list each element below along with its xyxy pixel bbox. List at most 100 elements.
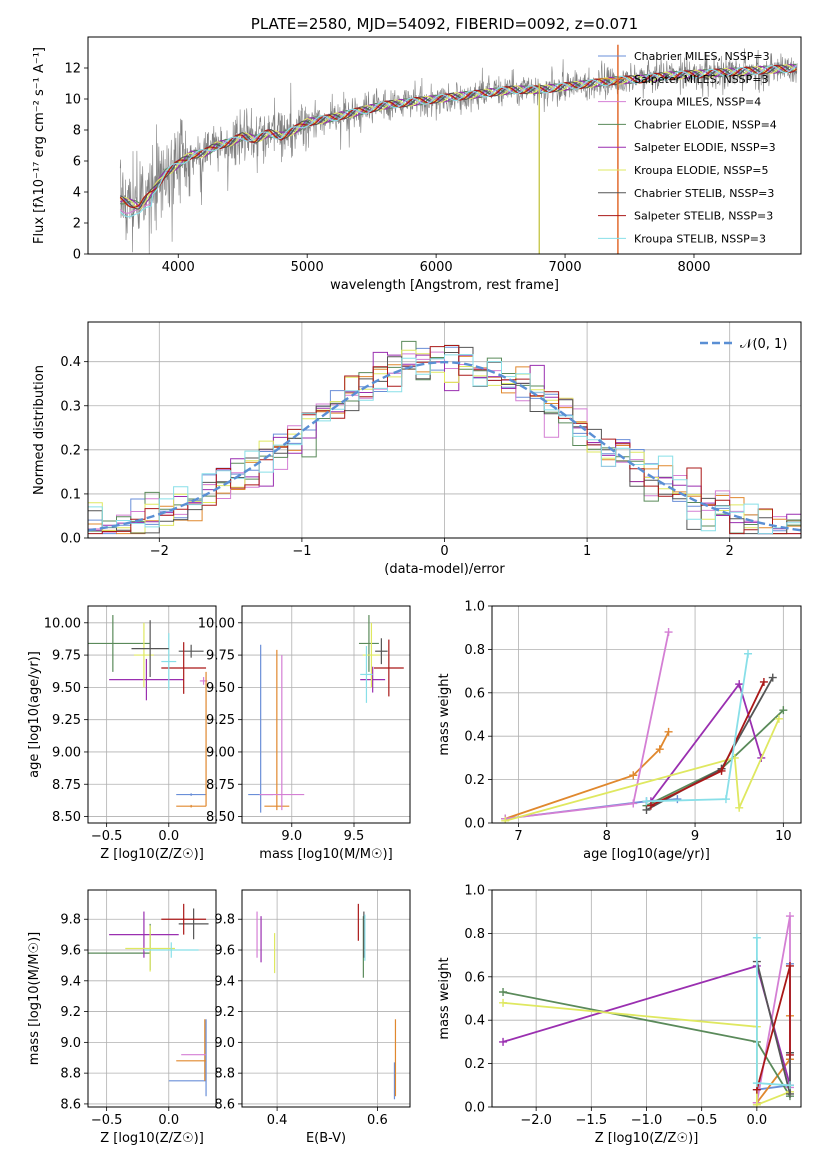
axes-frame [491, 889, 802, 1108]
series-marker [785, 912, 794, 921]
legend-entry: Kroupa STELIB, NSSP=3 [634, 232, 766, 245]
series-marker [499, 987, 508, 996]
y-tick-label: 0.8 [464, 643, 485, 658]
series-marker [785, 1081, 794, 1090]
model-line-6 [120, 64, 797, 210]
y-tick-label: 0.4 [464, 1014, 485, 1029]
legend-entry: Salpeter ELODIE, NSSP=3 [634, 141, 776, 154]
chart-title: PLATE=2580, MJD=54092, FIBERID=0092, z=0… [251, 15, 638, 33]
legend-entry: Salpeter STELIB, NSSP=3 [634, 210, 773, 223]
x-tick-label: 7 [514, 829, 522, 844]
series-marker [629, 771, 638, 780]
gaussian-curve [88, 360, 801, 532]
y-tick-label: 9.25 [206, 713, 235, 728]
y-tick-label: 8.8 [214, 1067, 235, 1082]
histogram-step-8 [88, 354, 801, 538]
series-marker [768, 673, 777, 682]
model-line-8 [119, 65, 797, 218]
x-tick-label: −0.5 [686, 1113, 718, 1128]
chart-mass_vs_EBV: 0.4 0.6 8.6 8.8 9.0 9.2 9.4 9.6 9.8 E(B-V) [214, 889, 411, 1146]
y-tick-label: 9.8 [214, 913, 235, 928]
x-axis-label: (data-model)/error [384, 562, 505, 577]
plot-area [499, 912, 794, 1107]
x-axis-label: E(B-V) [306, 1131, 346, 1146]
y-tick-label: 9.6 [60, 944, 81, 959]
y-tick-label: 0.0 [464, 817, 485, 832]
model-line-5 [120, 64, 797, 210]
y-tick-label: 9.0 [214, 1036, 235, 1051]
x-tick-label: 9 [691, 829, 699, 844]
x-axis-label: Z [log10(Z/Z☉)] [100, 847, 204, 862]
axes-frame [241, 889, 411, 1108]
y-tick-label: 9.00 [52, 745, 81, 760]
plot-area [88, 340, 801, 538]
x-axis-label: wavelength [Angstrom, rest frame] [330, 278, 559, 293]
series-marker [655, 745, 664, 754]
chart-age_vs_Z: −0.5 0.0 8.50 8.75 9.00 9.25 9.50 9.75 10.00 Z [l… [27, 605, 217, 862]
y-tick-label: 0.2 [464, 773, 485, 788]
x-tick-label: −1.0 [631, 1113, 663, 1128]
y-tick-label: 1.0 [464, 600, 485, 615]
y-tick-label: 12 [64, 62, 81, 77]
y-tick-label: 9.50 [52, 681, 81, 696]
legend-entry: 𝒩(0, 1) [740, 337, 787, 352]
x-tick-label: −0.5 [91, 1113, 123, 1128]
x-tick-label: 1 [583, 544, 591, 559]
legend-entry: Chabrier STELIB, NSSP=3 [634, 187, 774, 200]
chart-mass_vs_Z: −0.5 0.0 8.6 8.8 9.0 9.2 9.4 9.6 9.8 Z [log10(Z/Z… [27, 889, 217, 1146]
y-tick-label: 1.0 [464, 884, 485, 899]
chart-weight_vs_Z: −2.0 −1.5 −1.0 −0.5 0.0 0.0 0.2 0.4 0.6 0.8 1.0 Z [… [437, 884, 802, 1146]
legend: Chabrier MILES, NSSP=3 Salpeter MILES, NS… [598, 50, 777, 245]
x-tick-label: 6000 [420, 260, 453, 275]
series-marker [752, 1100, 761, 1107]
series-marker [664, 628, 673, 637]
y-tick-label: 0.6 [464, 970, 485, 985]
y-tick-label: 9.2 [214, 1005, 235, 1020]
series-marker [744, 649, 753, 658]
y-tick-label: 10.00 [198, 616, 235, 631]
series-marker [779, 706, 788, 715]
y-tick-label: 4 [73, 186, 81, 201]
y-axis-label: mass weight [437, 673, 452, 755]
legend-entry: Kroupa MILES, NSSP=4 [634, 96, 761, 109]
legend: 𝒩(0, 1) [700, 337, 787, 352]
x-tick-label: 10 [775, 829, 792, 844]
series-marker [642, 805, 651, 814]
y-axis-label: mass weight [437, 957, 452, 1039]
y-tick-label: 8.75 [52, 778, 81, 793]
y-tick-label: 9.75 [206, 649, 235, 664]
series-marker [735, 680, 744, 689]
y-tick-label: 9.6 [214, 944, 235, 959]
x-axis-label: mass [log10(M/M☉)] [259, 847, 392, 862]
y-tick-label: 8.6 [214, 1097, 235, 1112]
y-tick-label: 0.0 [60, 532, 81, 547]
series-marker [735, 803, 744, 812]
y-axis-label: age [log10(age/yr)] [27, 651, 42, 778]
x-tick-label: −1 [292, 544, 311, 559]
series-marker [673, 795, 682, 804]
chart-spectrum: 4000 5000 6000 7000 8000 0 2 4 6 8 10 12 wavelength … [32, 15, 802, 293]
plot-area [88, 615, 208, 808]
series-marker [499, 1037, 508, 1046]
axes-frame [87, 605, 217, 824]
chart-weight_vs_age: 7 8 9 10 0.0 0.2 0.4 0.6 0.8 1.0 age [log10(age/yr… [437, 600, 802, 862]
y-tick-label: 9.50 [206, 681, 235, 696]
series-marker [759, 677, 768, 686]
series-marker [499, 998, 508, 1007]
y-tick-label: 0.6 [464, 686, 485, 701]
x-tick-label: −2.0 [520, 1113, 552, 1128]
axes-frame [491, 605, 802, 824]
y-tick-label: 8.50 [206, 810, 235, 825]
y-tick-label: 0.0 [464, 1101, 485, 1116]
y-tick-label: 10.00 [44, 616, 81, 631]
x-tick-label: −0.5 [91, 829, 123, 844]
series-marker [717, 766, 726, 775]
x-tick-label: 9.0 [281, 829, 302, 844]
y-tick-label: 9.0 [60, 1036, 81, 1051]
series-line-1 [504, 731, 670, 820]
y-axis-label: mass [log10(M/M☉)] [27, 932, 42, 1065]
series-marker [501, 816, 510, 823]
y-axis-label: Normed distribution [32, 365, 47, 495]
y-tick-label: 10 [64, 93, 81, 108]
